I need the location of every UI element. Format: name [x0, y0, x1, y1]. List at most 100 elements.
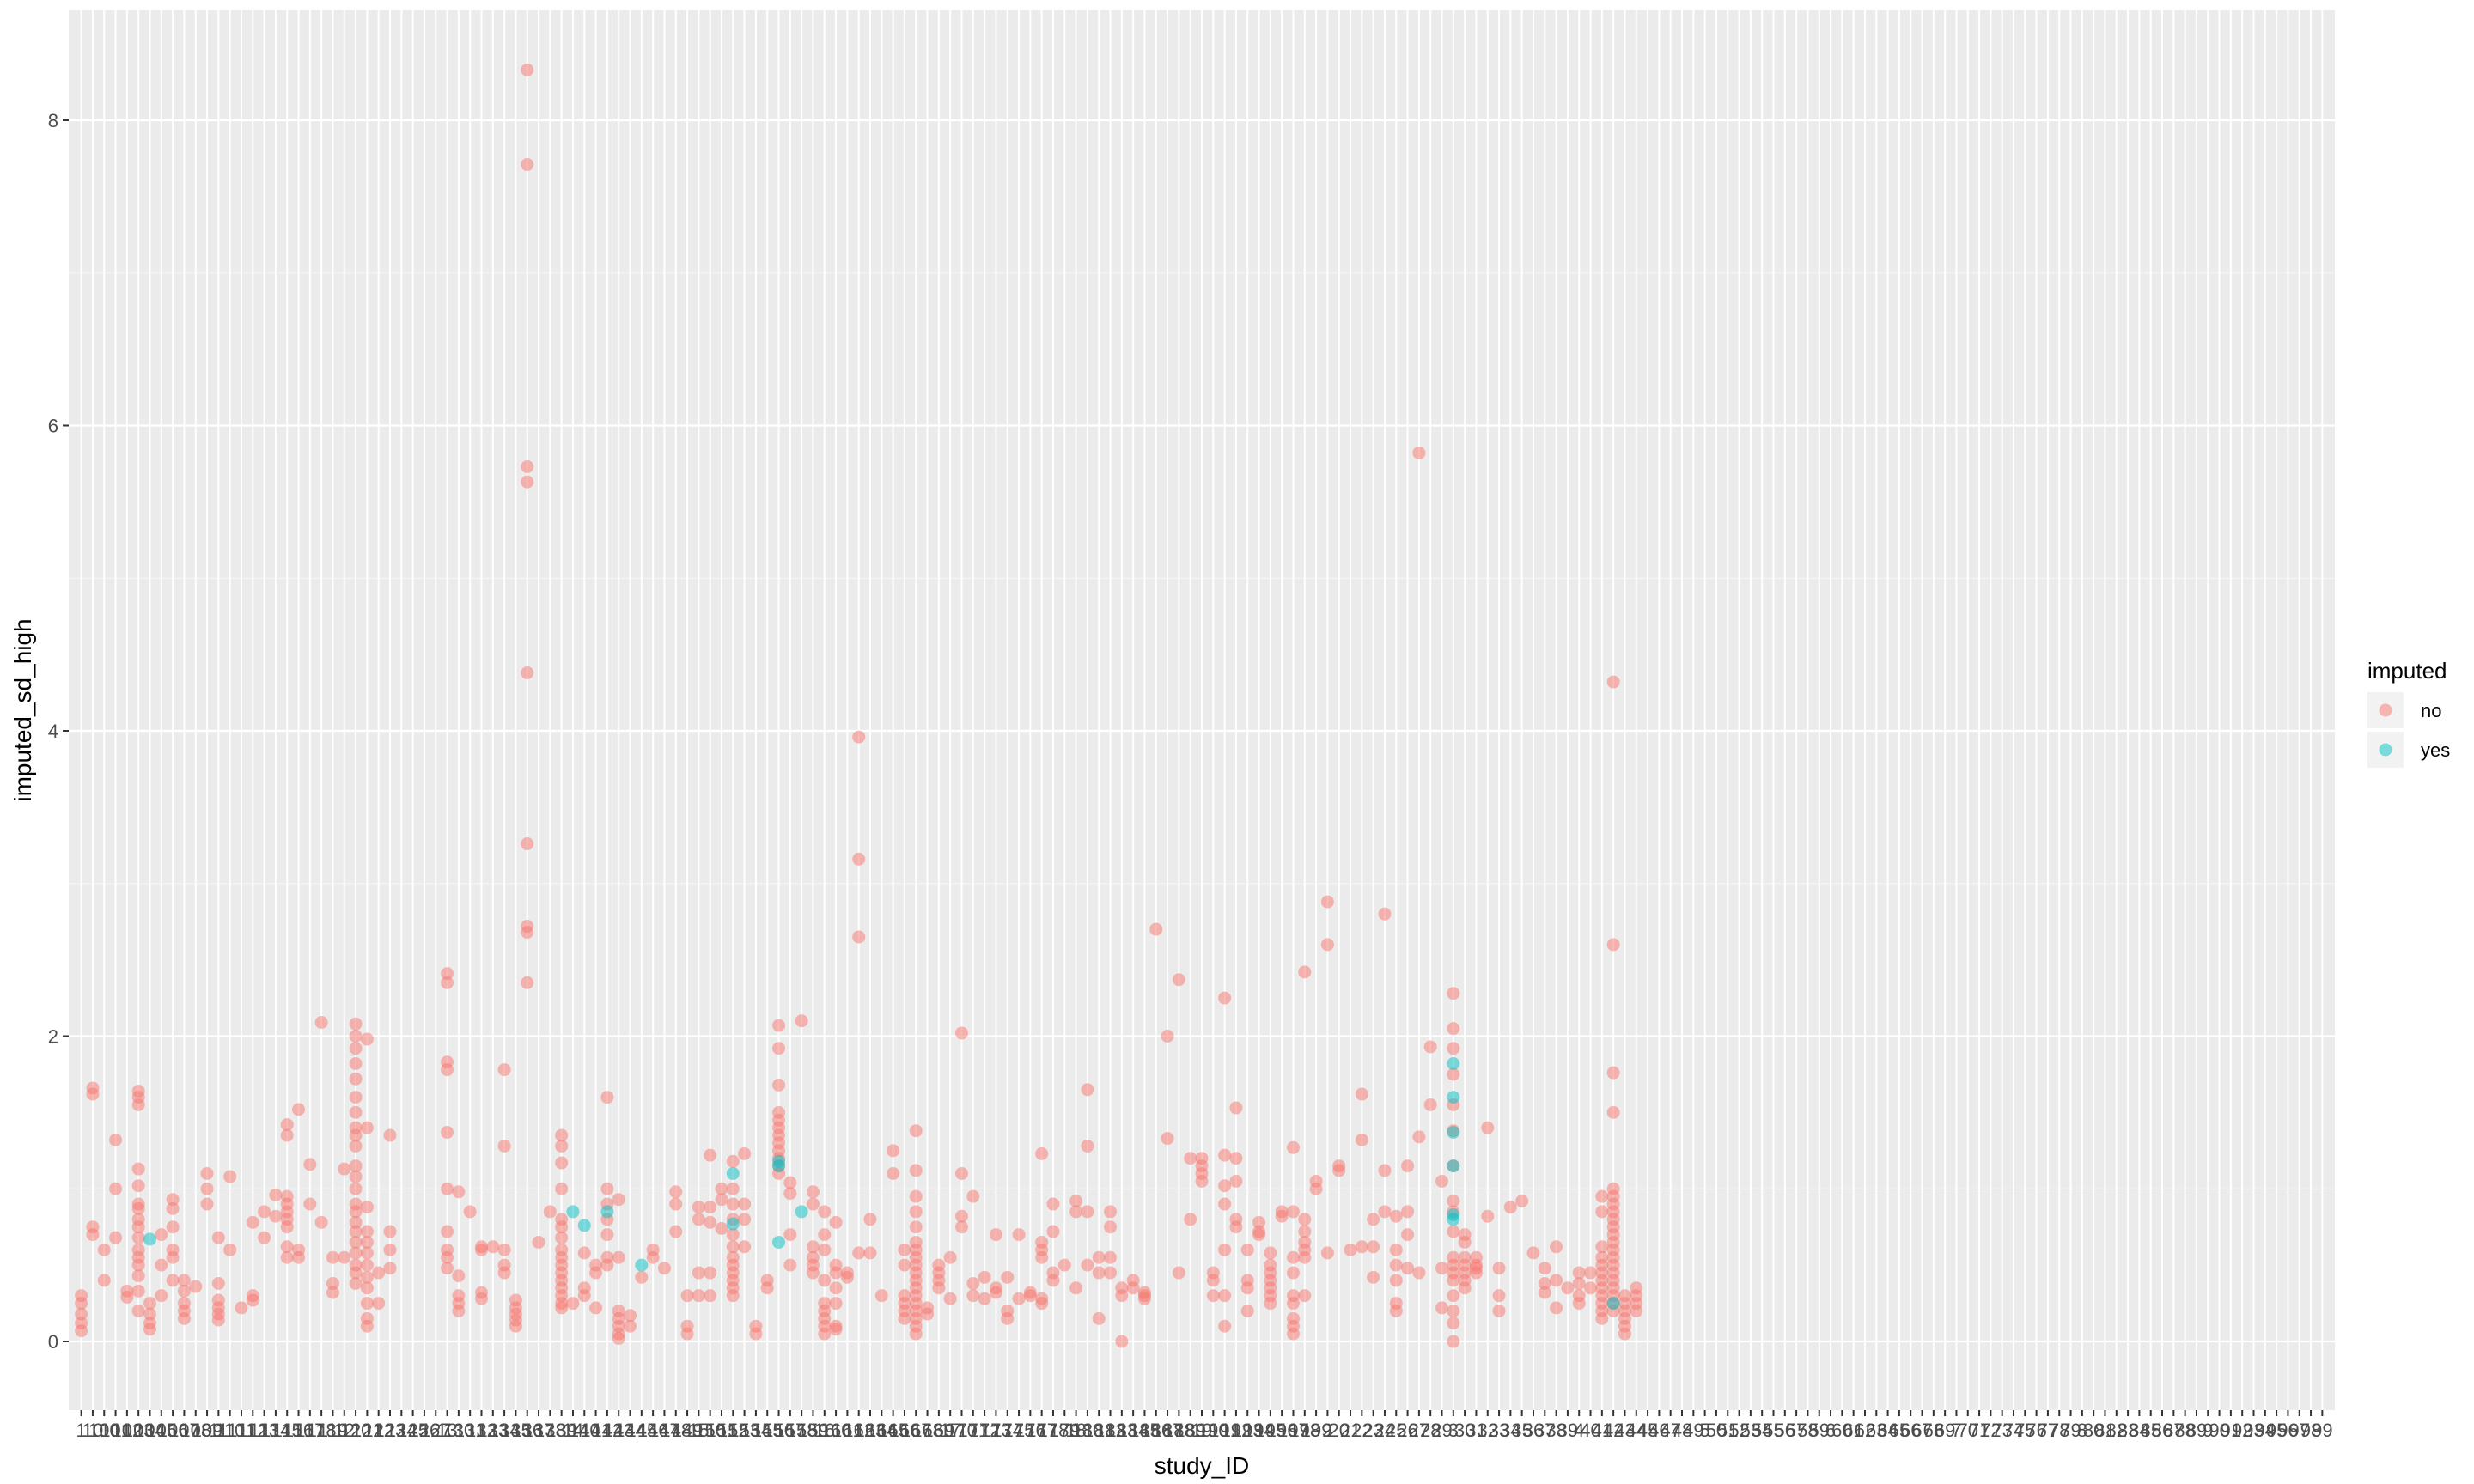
point-no: [726, 1240, 740, 1254]
point-no: [555, 1231, 569, 1244]
point-no: [669, 1225, 683, 1238]
x-tick-label: 30: [1454, 1420, 1475, 1441]
point-no: [1206, 1274, 1220, 1287]
point-no: [223, 1170, 237, 1183]
point-no: [772, 1019, 786, 1032]
x-tick-label: 52: [1728, 1420, 1749, 1441]
point-no: [715, 1193, 728, 1207]
point-no: [1012, 1292, 1026, 1305]
x-tick-label: 63: [1866, 1420, 1886, 1441]
x-tick-label: 121: [351, 1420, 383, 1441]
point-yes: [1447, 1213, 1460, 1226]
point-no: [646, 1250, 660, 1264]
x-tick-label: 173: [980, 1420, 1012, 1441]
point-no: [1218, 1319, 1232, 1333]
x-tick-label: 93: [2243, 1420, 2264, 1441]
point-no: [280, 1128, 294, 1142]
point-no: [1046, 1274, 1060, 1287]
x-tick-label: 170: [946, 1420, 978, 1441]
x-tick-label: 82: [2106, 1420, 2127, 1441]
point-no: [1206, 1289, 1220, 1303]
point-no: [497, 1243, 511, 1256]
point-no: [898, 1258, 911, 1272]
x-tick-label: 108: [180, 1420, 211, 1441]
point-no: [1435, 1262, 1449, 1275]
x-tick-label: 120: [340, 1420, 372, 1441]
x-tick-label: 150: [694, 1420, 726, 1441]
point-no: [521, 926, 534, 940]
point-no: [1389, 1274, 1403, 1287]
point-no: [772, 1042, 786, 1055]
point-no: [521, 475, 534, 489]
point-no: [738, 1240, 752, 1254]
point-no: [1195, 1174, 1209, 1188]
point-no: [1355, 1240, 1368, 1254]
point-no: [211, 1313, 225, 1327]
x-tick-label: 174: [991, 1420, 1023, 1441]
point-no: [909, 1189, 923, 1203]
point-no: [783, 1228, 797, 1242]
x-tick-label: 37: [1534, 1420, 1555, 1441]
x-tick-label: 22: [1351, 1420, 1372, 1441]
x-tick-label: 105: [145, 1420, 177, 1441]
point-no: [223, 1243, 237, 1256]
point-no: [1320, 895, 1334, 909]
x-tick-label: 23: [1362, 1420, 1383, 1441]
point-no: [177, 1311, 191, 1325]
x-tick-label: 89: [2186, 1420, 2207, 1441]
point-yes: [143, 1232, 156, 1246]
x-tick-label: 73: [1991, 1420, 2012, 1441]
x-tick-label: 168: [911, 1420, 943, 1441]
point-no: [452, 1185, 466, 1199]
point-no: [1378, 1205, 1392, 1219]
point-no: [360, 1297, 374, 1311]
point-no: [1367, 1240, 1380, 1254]
x-tick-label: 149: [672, 1420, 704, 1441]
point-no: [1001, 1311, 1015, 1325]
point-no: [555, 1139, 569, 1153]
x-tick-label: 72: [1980, 1420, 2001, 1441]
point-no: [1401, 1205, 1415, 1219]
point-no: [1447, 1335, 1460, 1348]
point-no: [383, 1225, 397, 1238]
x-tick-label: 18: [1065, 1420, 1086, 1441]
point-no: [360, 1270, 374, 1284]
x-tick-label: 194: [1243, 1420, 1275, 1441]
point-no: [97, 1243, 111, 1256]
x-tick-label: 5: [1700, 1420, 1710, 1441]
point-no: [1035, 1146, 1049, 1160]
x-tick-label: 124: [386, 1420, 417, 1441]
x-tick-label: 163: [855, 1420, 887, 1441]
point-no: [1481, 1209, 1495, 1223]
point-no: [1447, 1304, 1460, 1317]
x-tick-label: 178: [1038, 1420, 1069, 1441]
point-no: [726, 1154, 740, 1168]
point-no: [612, 1250, 625, 1264]
x-tick-label: 167: [900, 1420, 932, 1441]
x-tick-label: 125: [397, 1420, 429, 1441]
x-tick-label: 80: [2083, 1420, 2104, 1441]
point-no: [280, 1240, 294, 1254]
x-tick-label: 66: [1900, 1420, 1921, 1441]
point-no: [360, 1201, 374, 1214]
point-no: [577, 1289, 591, 1303]
point-no: [887, 1166, 900, 1180]
x-tick-label: 99: [2312, 1420, 2332, 1441]
point-no: [1126, 1281, 1140, 1295]
x-tick-label: 68: [1923, 1420, 1944, 1441]
x-tick-label: 35: [1511, 1420, 1532, 1441]
x-tick-label: 85: [2140, 1420, 2160, 1441]
x-tick-label: 12: [334, 1420, 355, 1441]
point-no: [954, 1209, 968, 1223]
x-tick-label: 118: [307, 1420, 337, 1441]
point-no: [1526, 1246, 1540, 1260]
point-no: [1218, 1289, 1232, 1303]
point-no: [704, 1148, 717, 1162]
point-no: [1092, 1250, 1106, 1264]
x-tick-label: 141: [580, 1420, 612, 1441]
point-no: [1081, 1139, 1094, 1153]
point-no: [155, 1258, 168, 1272]
point-no: [1584, 1281, 1598, 1295]
x-tick-label: 134: [489, 1420, 521, 1441]
x-tick-label: 119: [318, 1420, 348, 1441]
